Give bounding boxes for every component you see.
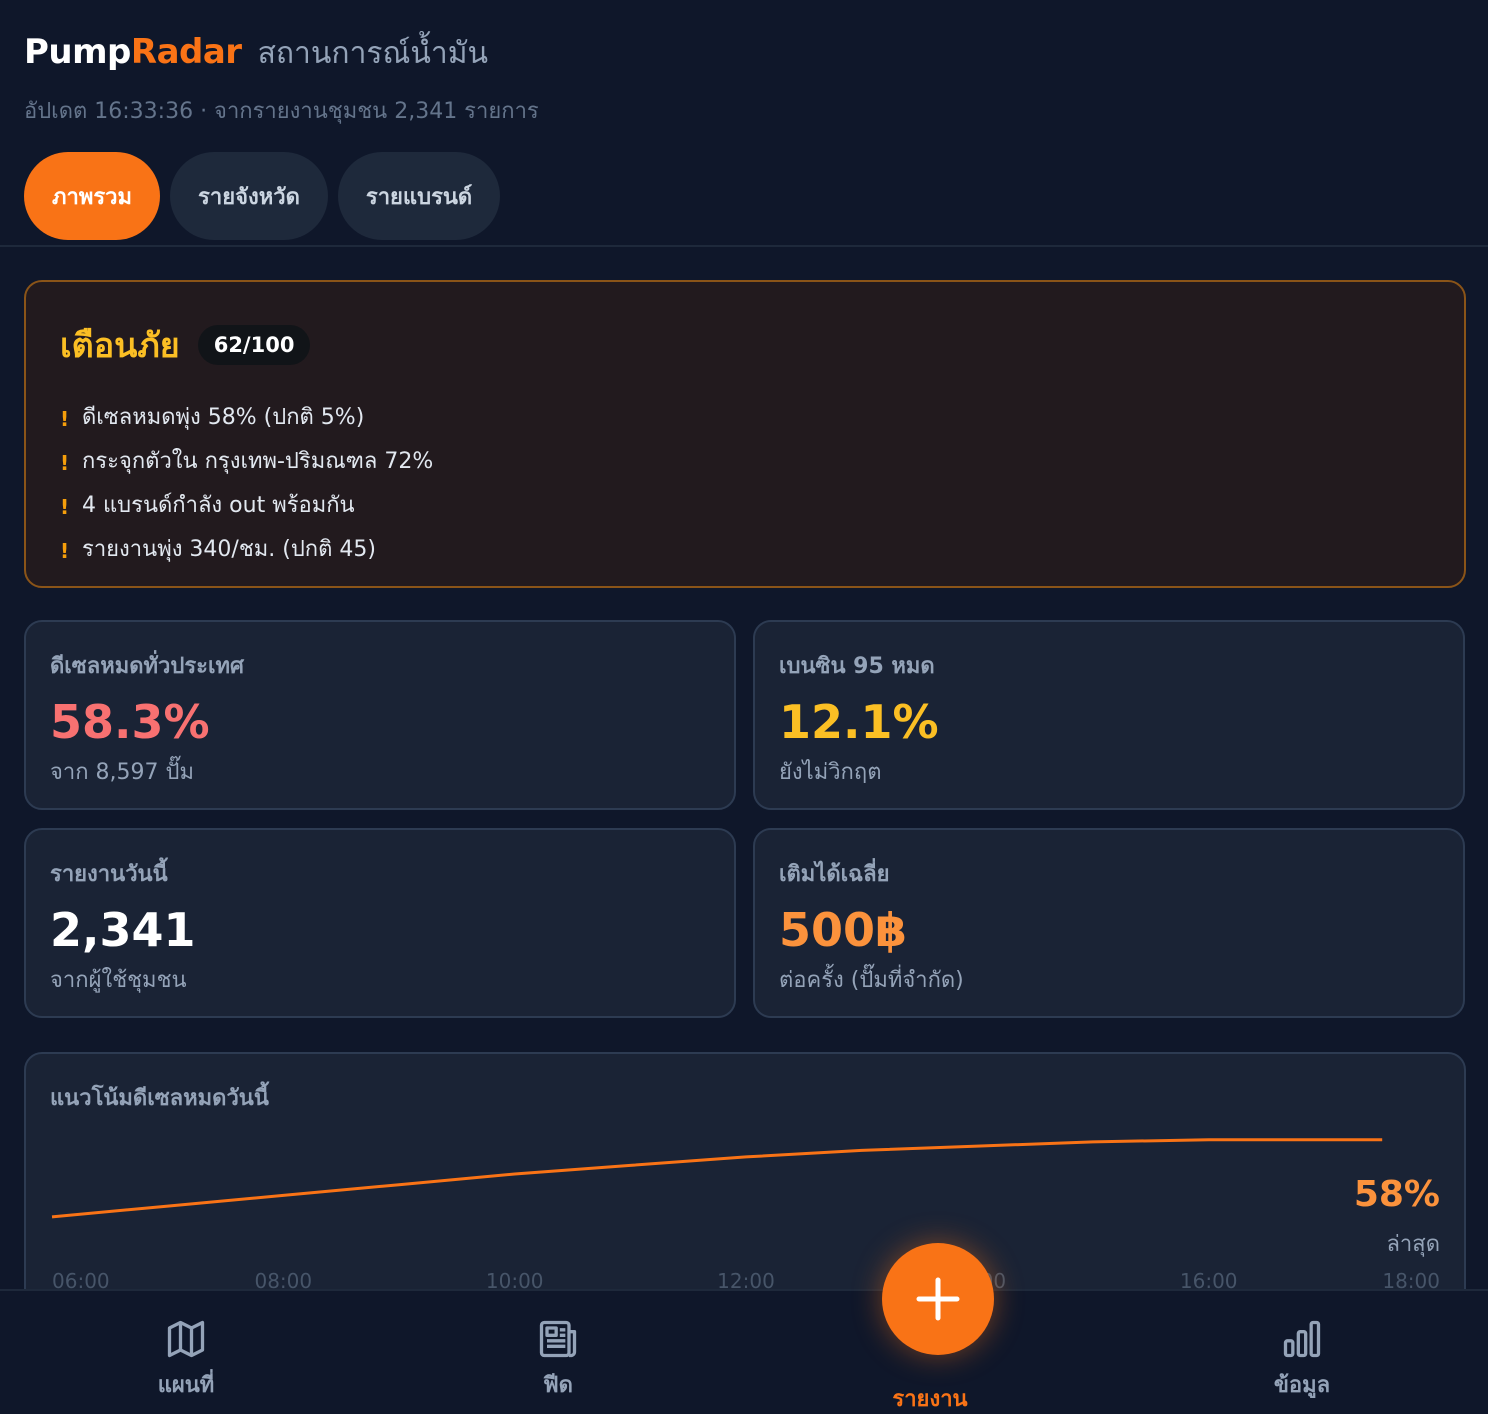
alert-header: เตือนภัย 62/100 <box>60 318 1430 372</box>
latest-value: 58% <box>1353 1174 1440 1215</box>
stat-note: ยังไม่วิกฤต <box>779 759 882 785</box>
alert-panel: เตือนภัย 62/100 ! ดีเซลหมดพุ่ง 58% (ปกติ … <box>24 280 1466 588</box>
tab-by-province[interactable]: รายจังหวัด <box>170 152 328 240</box>
stat-value: 500฿ <box>779 903 908 957</box>
map-icon <box>167 1320 205 1358</box>
nav-feed[interactable]: ฟีด <box>372 1291 744 1414</box>
page-subtitle: สถานการณ์น้ำมัน <box>257 36 488 71</box>
alert-item-text: รายงานพุ่ง 340/ชม. (ปกติ 45) <box>82 536 376 562</box>
alert-item-text: ดีเซลหมดพุ่ง 58% (ปกติ 5%) <box>82 404 365 430</box>
brand-accent: Radar <box>130 32 242 72</box>
title-row: PumpRadar สถานการณ์น้ำมัน <box>24 30 1464 77</box>
tab-by-brand[interactable]: รายแบรนด์ <box>337 152 501 240</box>
warning-icon: ! <box>60 495 70 519</box>
alert-title: เตือนภัย <box>60 326 180 366</box>
stat-card-diesel[interactable]: ดีเซลหมดทั่วประเทศ 58.3% จาก 8,597 ปั๊ม <box>24 620 736 810</box>
stat-card-avg-fill[interactable]: เติมได้เฉลี่ย 500฿ ต่อครั้ง (ปั๊มที่จำกั… <box>753 828 1465 1018</box>
nav-data[interactable]: ข้อมูล <box>1116 1291 1488 1414</box>
stat-value: 58.3% <box>50 695 210 749</box>
alert-score-badge: 62/100 <box>197 325 311 365</box>
stat-label: เติมได้เฉลี่ย <box>779 862 890 887</box>
warning-icon: ! <box>60 539 70 563</box>
stat-card-reports-today[interactable]: รายงานวันนี้ 2,341 จากผู้ใช้ชุมชน <box>24 828 736 1018</box>
add-report-button[interactable] <box>882 1243 994 1355</box>
header: PumpRadar สถานการณ์น้ำมัน อัปเดต 16:33:3… <box>0 0 1488 247</box>
warning-icon: ! <box>60 407 70 431</box>
alert-item: ! รายงานพุ่ง 340/ชม. (ปกติ 45) <box>60 526 1430 570</box>
news-icon <box>539 1320 577 1358</box>
alert-item: ! ดีเซลหมดพุ่ง 58% (ปกติ 5%) <box>60 394 1430 438</box>
bottom-nav: แผนที่ ฟีด รายงาน ข้อมูล <box>0 1289 1488 1414</box>
nav-report[interactable]: รายงาน <box>744 1291 1116 1414</box>
nav-label: รายงาน <box>892 1387 968 1412</box>
stat-note: จาก 8,597 ปั๊ม <box>50 759 194 785</box>
alert-item-text: กระจุกตัวใน กรุงเทพ-ปริมณฑล 72% <box>82 448 434 474</box>
alert-item: ! 4 แบรนด์กำลัง out พร้อมกัน <box>60 482 1430 526</box>
alert-item: ! กระจุกตัวใน กรุงเทพ-ปริมณฑล 72% <box>60 438 1430 482</box>
stat-card-benzine95[interactable]: เบนซิน 95 หมด 12.1% ยังไม่วิกฤต <box>753 620 1465 810</box>
stat-label: ดีเซลหมดทั่วประเทศ <box>50 654 244 679</box>
nav-map[interactable]: แผนที่ <box>0 1291 372 1414</box>
tab-bar: ภาพรวม รายจังหวัด รายแบรนด์ <box>24 152 1464 240</box>
brand-primary: Pump <box>24 32 131 72</box>
plus-icon <box>916 1277 960 1321</box>
nav-label: แผนที่ <box>157 1373 215 1398</box>
nav-label: ข้อมูล <box>1273 1373 1331 1398</box>
alert-item-text: 4 แบรนด์กำลัง out พร้อมกัน <box>82 492 355 518</box>
tab-overview[interactable]: ภาพรวม <box>24 152 161 240</box>
latest-label: ล่าสุด <box>1386 1232 1440 1257</box>
bar-chart-icon <box>1283 1320 1321 1358</box>
alert-list: ! ดีเซลหมดพุ่ง 58% (ปกติ 5%) ! กระจุกตัวใน… <box>60 394 1430 570</box>
stat-value: 12.1% <box>779 695 939 749</box>
stat-label: รายงานวันนี้ <box>50 862 168 887</box>
trend-line <box>51 1138 1383 1219</box>
stat-note: จากผู้ใช้ชุมชน <box>50 967 187 993</box>
stat-label: เบนซิน 95 หมด <box>779 654 935 679</box>
stat-note: ต่อครั้ง (ปั๊มที่จำกัด) <box>779 967 964 993</box>
chart-title: แนวโน้มดีเซลหมดวันนี้ <box>50 1086 269 1111</box>
warning-icon: ! <box>60 451 70 475</box>
brand-logo: PumpRadar <box>24 32 242 72</box>
nav-label: ฟีด <box>543 1373 573 1398</box>
updated-timestamp: อัปเดต 16:33:36 · จากรายงานชุมชน 2,341 ร… <box>24 99 539 124</box>
stat-value: 2,341 <box>50 903 196 957</box>
